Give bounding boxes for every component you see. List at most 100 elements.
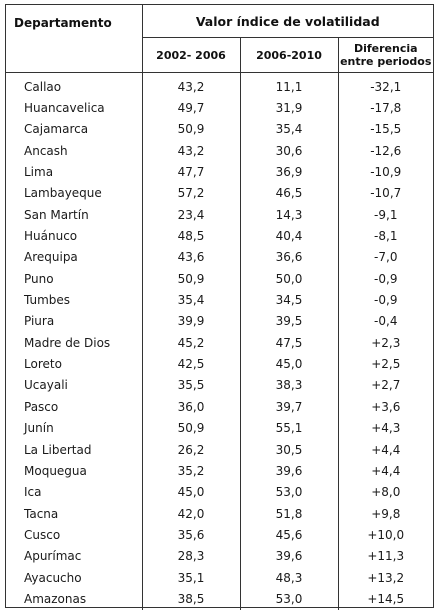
difference-value-cell: +2,7 <box>371 378 401 393</box>
table-row: Cusco 35,6 45,6 +10,0 <box>6 524 433 546</box>
period2-value-cell: 50,0 <box>240 268 339 290</box>
period1-value-cell: 49,7 <box>142 97 241 119</box>
period1-value-cell: 28,3 <box>142 545 241 567</box>
table-row: Piura 39,9 39,5 -0,4 <box>6 310 433 333</box>
table-row: Arequipa 43,6 36,6 -7,0 <box>6 246 433 269</box>
difference-value-cell: -12,6 <box>370 143 402 158</box>
period1-value-cell: 35,4 <box>142 289 241 311</box>
difference-value-cell: +9,8 <box>371 506 401 521</box>
period1-value-cell: 35,1 <box>142 566 241 589</box>
department-cell: Piura <box>6 310 143 333</box>
period1-value-cell: 45,0 <box>142 481 241 503</box>
table-row: Ayacucho 35,1 48,3 +13,2 <box>6 566 433 589</box>
department-cell: Amazonas <box>6 588 143 610</box>
volatility-table: Departamento Valor índice de volatilidad… <box>6 5 434 610</box>
difference-value-cell: -7,0 <box>374 250 398 265</box>
period1-value-cell: 43,2 <box>142 72 241 98</box>
department-cell: La Libertad <box>6 438 143 461</box>
department-cell: Cajamarca <box>6 118 143 141</box>
period2-value-cell: 53,0 <box>240 481 339 503</box>
table-row: Huánuco 48,5 40,4 -8,1 <box>6 225 433 247</box>
table-row: Huancavelica 49,7 31,9 -17,8 <box>6 97 433 119</box>
period1-value-cell: 35,6 <box>142 524 241 546</box>
period1-value-cell: 39,9 <box>142 310 241 333</box>
table-row: Callao 43,2 11,1 -32,1 <box>6 72 433 98</box>
department-cell: Moquegua <box>6 460 143 482</box>
header-difference-line1: Diferencia <box>353 42 418 55</box>
period1-value-cell: 43,2 <box>142 140 241 162</box>
header-period-2006-2010: 2006-2010 <box>240 37 339 73</box>
department-cell: Cusco <box>6 524 143 546</box>
period1-value-cell: 38,5 <box>142 588 241 610</box>
difference-value-cell: -0,9 <box>374 271 398 286</box>
period2-value-cell: 39,5 <box>240 310 339 333</box>
difference-value-cell: -17,8 <box>370 101 402 116</box>
period2-value-cell: 31,9 <box>240 97 339 119</box>
period2-value-cell: 55,1 <box>240 417 339 439</box>
table-row: Loreto 42,5 45,0 +2,5 <box>6 353 433 375</box>
header-period-2002-2006: 2002- 2006 <box>142 37 241 73</box>
table-row: Lambayeque 57,2 46,5 -10,7 <box>6 182 433 205</box>
table-row: Pasco 36,0 39,7 +3,6 <box>6 396 433 418</box>
period2-value-cell: 35,4 <box>240 118 339 141</box>
period2-value-cell: 38,3 <box>240 374 339 397</box>
difference-value-cell: +14,5 <box>367 591 405 606</box>
period2-value-cell: 39,6 <box>240 545 339 567</box>
period1-value-cell: 45,2 <box>142 332 241 354</box>
department-cell: Loreto <box>6 353 143 375</box>
period2-value-cell: 39,7 <box>240 396 339 418</box>
period1-value-cell: 43,6 <box>142 246 241 269</box>
period2-value-cell: 36,9 <box>240 161 339 183</box>
table-row: Lima 47,7 36,9 -10,9 <box>6 161 433 183</box>
period1-value-cell: 36,0 <box>142 396 241 418</box>
table-row: Ica 45,0 53,0 +8,0 <box>6 481 433 503</box>
difference-value-cell: +11,3 <box>367 549 405 564</box>
period2-value-cell: 34,5 <box>240 289 339 311</box>
table-row: Puno 50,9 50,0 -0,9 <box>6 268 433 290</box>
difference-value-cell: +4,4 <box>371 442 401 457</box>
difference-value-cell: -0,9 <box>374 293 398 308</box>
period1-value-cell: 50,9 <box>142 268 241 290</box>
department-cell: Ayacucho <box>6 566 143 589</box>
department-cell: Apurímac <box>6 545 143 567</box>
difference-value-cell: +13,2 <box>367 570 405 585</box>
difference-value-cell: -32,1 <box>370 79 402 94</box>
difference-value-cell: -10,9 <box>370 165 402 180</box>
department-cell: Puno <box>6 268 143 290</box>
difference-value-cell: -9,1 <box>374 207 398 222</box>
department-cell: Junín <box>6 417 143 439</box>
period1-value-cell: 23,4 <box>142 204 241 226</box>
difference-value-cell: -0,4 <box>374 314 398 329</box>
difference-value-cell: +2,5 <box>371 357 401 372</box>
header-department: Departamento <box>6 5 143 73</box>
period1-value-cell: 42,0 <box>142 502 241 525</box>
table-row: Ucayali 35,5 38,3 +2,7 <box>6 374 433 397</box>
period1-value-cell: 35,5 <box>142 374 241 397</box>
period2-value-cell: 40,4 <box>240 225 339 247</box>
table-row: Apurímac 28,3 39,6 +11,3 <box>6 545 433 567</box>
department-cell: Tumbes <box>6 289 143 311</box>
period2-value-cell: 39,6 <box>240 460 339 482</box>
period1-value-cell: 26,2 <box>142 438 241 461</box>
period2-value-cell: 46,5 <box>240 182 339 205</box>
department-cell: Huánuco <box>6 225 143 247</box>
table-row: Tumbes 35,4 34,5 -0,9 <box>6 289 433 311</box>
department-cell: Tacna <box>6 502 143 525</box>
table-row: Tacna 42,0 51,8 +9,8 <box>6 502 433 525</box>
difference-value-cell: +2,3 <box>371 335 401 350</box>
period2-value-cell: 47,5 <box>240 332 339 354</box>
period1-value-cell: 57,2 <box>142 182 241 205</box>
department-cell: San Martín <box>6 204 143 226</box>
period2-value-cell: 51,8 <box>240 502 339 525</box>
period1-value-cell: 47,7 <box>142 161 241 183</box>
department-cell: Huancavelica <box>6 97 143 119</box>
difference-value-cell: +4,4 <box>371 463 401 478</box>
difference-value-cell: -8,1 <box>374 229 398 244</box>
department-cell: Ancash <box>6 140 143 162</box>
department-cell: Lambayeque <box>6 182 143 205</box>
department-cell: Arequipa <box>6 246 143 269</box>
department-cell: Callao <box>6 72 143 98</box>
header-difference-line2: entre periodos <box>340 55 432 68</box>
difference-value-cell: +10,0 <box>367 527 405 542</box>
department-cell: Pasco <box>6 396 143 418</box>
